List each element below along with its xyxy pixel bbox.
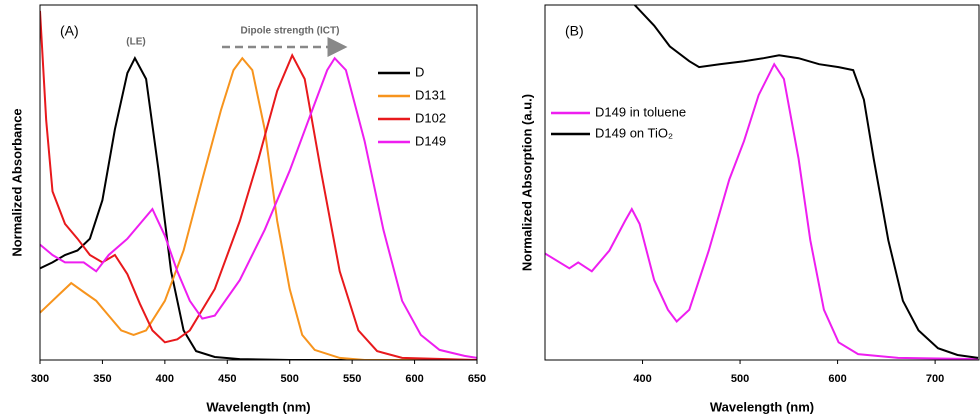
x-tick-label: 300	[31, 373, 49, 385]
panel-label: (A)	[60, 23, 79, 39]
y-axis-title: Normalized Absorbance	[9, 108, 24, 256]
x-tick-label: 650	[468, 373, 486, 385]
legend-label: D149 on TiO₂	[595, 125, 673, 140]
annotation: (LE)	[126, 37, 145, 48]
x-axis-title: Wavelength (nm)	[710, 399, 814, 414]
x-tick-label: 600	[405, 373, 423, 385]
y-axis-title: Normalized Absorption (a.u.)	[519, 94, 534, 271]
x-tick-label: 400	[156, 373, 174, 385]
data-line	[545, 62, 979, 360]
plot-frame	[39, 4, 478, 361]
x-tick-label: 400	[633, 373, 651, 385]
x-axis-title: Wavelength (nm)	[206, 399, 310, 414]
x-tick-label: 450	[218, 373, 236, 385]
legend-label: D102	[415, 110, 446, 125]
x-tick-label: 550	[343, 373, 361, 385]
x-tick-label: 600	[828, 373, 846, 385]
x-tick-label: 700	[926, 373, 944, 385]
x-tick-label: 350	[93, 373, 111, 385]
legend-label: D149 in toluene	[595, 104, 686, 119]
data-line	[40, 10, 477, 360]
data-line	[40, 56, 477, 360]
x-tick-label: 500	[281, 373, 299, 385]
plot-frame	[544, 4, 980, 361]
panel-label: (B)	[565, 23, 584, 39]
data-line	[40, 56, 477, 360]
data-line	[633, 5, 979, 359]
legend-label: D149	[415, 133, 446, 148]
data-line	[40, 56, 477, 359]
x-tick-label: 500	[731, 373, 749, 385]
legend-label: D131	[415, 87, 446, 102]
annotation: Dipole strength (ICT)	[241, 26, 340, 37]
legend-label: D	[415, 64, 424, 79]
